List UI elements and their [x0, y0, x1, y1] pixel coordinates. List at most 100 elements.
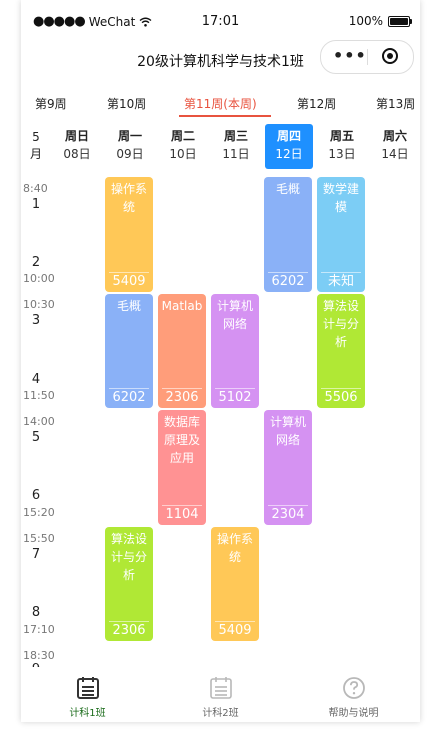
week-tab[interactable]: 第10周 [107, 97, 147, 111]
battery-percent: 100% [348, 14, 383, 28]
course-divider [321, 388, 361, 390]
close-miniprogram-icon[interactable] [382, 48, 398, 64]
course-block[interactable]: 毛概 6202 [105, 293, 153, 409]
course-divider [109, 621, 149, 623]
day-name: 周六 [382, 129, 407, 143]
day-header-cell: 周四 12日 [265, 124, 313, 169]
time-label: 10:30 [23, 298, 55, 311]
week-active-indicator [179, 115, 271, 117]
course-room: 1104 [165, 506, 199, 522]
course-room: 6202 [112, 390, 146, 406]
day-name: 周一 [117, 129, 142, 143]
course-room: 5409 [218, 623, 252, 639]
day-header-cell: 周日 08日 [53, 124, 101, 169]
course-name: 操作系统 [216, 531, 253, 564]
course-block[interactable]: 算法设计与分析 2306 [105, 526, 153, 642]
course-name: 毛概 [116, 298, 141, 313]
course-divider [162, 504, 202, 506]
day-date: 12日 [275, 147, 303, 161]
calendar-icon [154, 675, 287, 701]
course-room: 5102 [218, 390, 252, 406]
course-divider [162, 388, 202, 390]
course-block[interactable]: 操作系统 5409 [105, 177, 153, 292]
day-date: 11日 [222, 147, 250, 161]
month-number: 5 [32, 130, 40, 144]
course-block[interactable]: 数学建模 未知 [317, 177, 365, 292]
tab-label: 计科2班 [202, 708, 239, 719]
course-block[interactable]: 计算机网络 2304 [264, 410, 312, 525]
month-label: 5 月 [21, 129, 51, 163]
period-number: 7 [31, 547, 41, 562]
course-name: Matlab [161, 298, 203, 313]
time-label: 11:50 [23, 389, 55, 402]
status-bar: ●●●●● WeChat 17:01 100% [21, 12, 420, 32]
course-divider [268, 504, 308, 506]
course-block[interactable]: 数据库原理及应用 1104 [158, 410, 206, 525]
course-room: 2304 [271, 506, 305, 522]
day-name: 周日 [64, 129, 89, 143]
time-label: 15:20 [23, 506, 55, 519]
course-room: 5409 [112, 273, 146, 289]
period-number: 8 [31, 605, 41, 620]
month-unit: 月 [29, 147, 42, 161]
miniprogram-capsule: ••• [320, 40, 414, 74]
status-time: 17:01 [201, 14, 240, 29]
course-block[interactable]: 计算机网络 5102 [211, 293, 259, 409]
period-number: 5 [31, 430, 41, 445]
week-tab[interactable]: 第12周 [297, 97, 337, 111]
tab-label: 计科1班 [69, 708, 106, 719]
course-divider [215, 621, 255, 623]
day-date: 08日 [63, 147, 91, 161]
battery: 100% [348, 14, 412, 28]
course-room: 2306 [112, 623, 146, 639]
day-name: 周四 [276, 129, 301, 143]
course-block[interactable]: 毛概 6202 [264, 177, 312, 292]
course-name: 数学建模 [322, 182, 359, 214]
phone-frame: ●●●●● WeChat 17:01 100% 20级计算机科学与技术1班 ••… [21, 0, 420, 722]
course-block[interactable]: Matlab 2306 [158, 293, 206, 409]
tab-label: 帮助与说明 [328, 708, 379, 719]
time-label: 14:00 [23, 415, 55, 428]
capsule-divider [367, 49, 368, 65]
carrier: ●●●●● WeChat [33, 14, 152, 29]
week-tab[interactable]: 第11周(本周) [184, 97, 257, 111]
day-header-cell: 周一 09日 [106, 124, 154, 169]
course-name: 计算机网络 [269, 415, 306, 448]
tab-class1[interactable]: 计科1班 [21, 675, 154, 719]
more-icon[interactable]: ••• [333, 46, 367, 65]
course-divider [109, 388, 149, 390]
period-number: 6 [31, 488, 41, 503]
calendar-icon [21, 675, 154, 701]
week-tab[interactable]: 第13周 [376, 97, 416, 111]
day-date: 14日 [381, 147, 409, 161]
course-room: 未知 [327, 273, 354, 289]
course-block[interactable]: 操作系统 5409 [211, 526, 259, 642]
period-number: 4 [31, 372, 41, 387]
course-name: 算法设计与分析 [110, 531, 147, 582]
day-header-cell: 周五 13日 [318, 124, 366, 169]
day-header-cell: 周二 10日 [159, 124, 207, 169]
page-title: 20级计算机科学与技术1班 [137, 54, 304, 70]
help-icon [287, 675, 420, 701]
day-header-cell: 周三 11日 [212, 124, 260, 169]
course-name: 数据库原理及应用 [163, 415, 200, 466]
signal-icon: ●●●●● [33, 14, 86, 29]
day-name: 周五 [329, 129, 354, 143]
time-label: 17:10 [23, 623, 55, 636]
course-block[interactable]: 算法设计与分析 5506 [317, 293, 365, 409]
day-header-cell: 周六 14日 [371, 124, 419, 169]
period-number: 1 [31, 197, 41, 212]
course-name: 毛概 [275, 182, 300, 196]
course-divider [109, 271, 149, 273]
course-room: 6202 [271, 273, 305, 289]
tab-class2[interactable]: 计科2班 [154, 675, 287, 719]
week-tab[interactable]: 第9周 [35, 97, 67, 111]
time-label: 18:30 [23, 649, 55, 662]
battery-icon [388, 15, 412, 27]
period-number: 2 [31, 255, 41, 270]
day-date: 10日 [169, 147, 197, 161]
course-name: 计算机网络 [216, 298, 253, 331]
wifi-icon [139, 17, 152, 27]
tab-help[interactable]: 帮助与说明 [287, 675, 420, 719]
time-label: 8:40 [23, 182, 48, 195]
